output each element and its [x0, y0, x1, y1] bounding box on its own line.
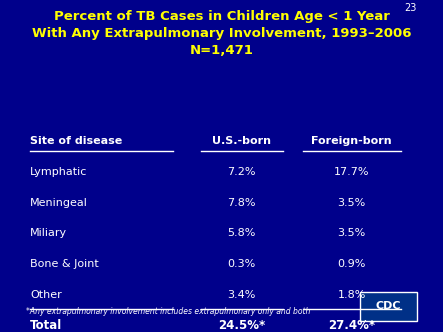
Text: CDC: CDC	[376, 301, 401, 311]
Text: 3.5%: 3.5%	[338, 228, 366, 238]
Text: 7.8%: 7.8%	[228, 198, 256, 208]
Text: 5.8%: 5.8%	[228, 228, 256, 238]
Text: 3.5%: 3.5%	[338, 198, 366, 208]
Text: 3.4%: 3.4%	[228, 290, 256, 300]
FancyBboxPatch shape	[360, 292, 417, 321]
Text: Miliary: Miliary	[30, 228, 67, 238]
Text: Other: Other	[30, 290, 62, 300]
Text: Meningeal: Meningeal	[30, 198, 88, 208]
Text: Foreign-born: Foreign-born	[311, 136, 392, 146]
Text: 0.3%: 0.3%	[228, 259, 256, 269]
Text: 7.2%: 7.2%	[228, 167, 256, 177]
Text: Site of disease: Site of disease	[30, 136, 123, 146]
Text: 23: 23	[404, 3, 417, 13]
Text: U.S.-born: U.S.-born	[212, 136, 272, 146]
Text: 17.7%: 17.7%	[334, 167, 369, 177]
Text: 27.4%*: 27.4%*	[328, 319, 375, 332]
Text: 0.9%: 0.9%	[338, 259, 366, 269]
Text: Lymphatic: Lymphatic	[30, 167, 88, 177]
Text: Percent of TB Cases in Children Age < 1 Year
With Any Extrapulmonary Involvement: Percent of TB Cases in Children Age < 1 …	[32, 10, 411, 57]
Text: *Any extrapulmonary involvement includes extrapulmonary only and both: *Any extrapulmonary involvement includes…	[26, 307, 311, 316]
Text: Total: Total	[30, 319, 62, 332]
Text: 24.5%*: 24.5%*	[218, 319, 265, 332]
Text: 1.8%: 1.8%	[338, 290, 366, 300]
Text: Bone & Joint: Bone & Joint	[30, 259, 99, 269]
